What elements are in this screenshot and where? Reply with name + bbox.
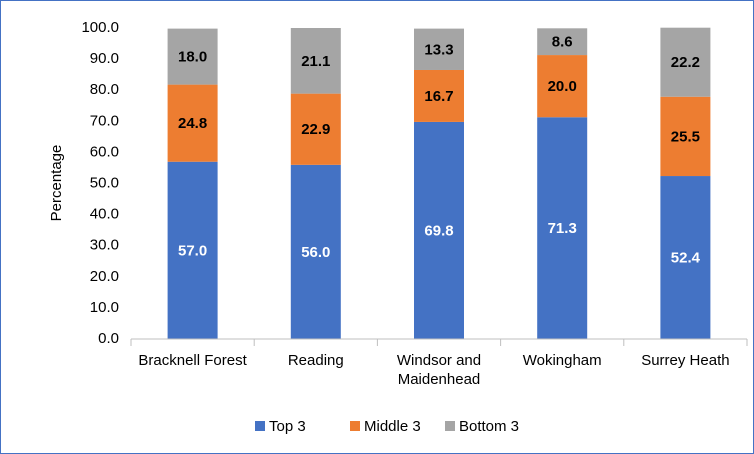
bar-segment [167, 161, 218, 339]
data-label: 24.8 [178, 115, 207, 132]
y-tick-label: 40.0 [90, 206, 119, 223]
bar-segment [537, 28, 588, 56]
data-label: 20.0 [548, 78, 577, 95]
data-label: 71.3 [548, 220, 577, 237]
x-tick-label: Bracknell Forest [138, 352, 247, 369]
data-label: 16.7 [424, 88, 453, 105]
bar-segment [660, 27, 711, 97]
legend-swatch [445, 421, 455, 431]
y-tick-label: 100.0 [81, 19, 119, 36]
x-tick-label: Reading [287, 352, 344, 369]
legend-label: Middle 3 [364, 418, 421, 435]
bar-segment [290, 93, 341, 165]
y-tick-label: 90.0 [90, 50, 119, 67]
bar-segment [167, 28, 218, 85]
y-tick-label: 20.0 [90, 268, 119, 285]
data-label: 57.0 [178, 242, 207, 259]
y-tick-label: 80.0 [90, 81, 119, 98]
bar-segment [537, 55, 588, 118]
y-tick-label: 10.0 [90, 299, 119, 316]
data-label: 52.4 [671, 249, 701, 266]
bar-segment [290, 164, 341, 339]
data-label: 22.2 [671, 54, 700, 71]
data-label: 13.3 [424, 41, 453, 58]
data-label: 25.5 [671, 128, 700, 145]
y-tick-label: 0.0 [98, 330, 119, 347]
data-label: 69.8 [424, 222, 453, 239]
bar-segment [290, 28, 341, 94]
x-tick-label: Surrey Heath [641, 352, 730, 369]
bar-segment [414, 69, 464, 122]
bar-segment [660, 96, 711, 177]
data-label: 18.0 [178, 49, 207, 66]
bar-segment [537, 117, 588, 339]
bar-segment [414, 121, 464, 339]
x-tick-label: Windsor and Maidenhead [396, 352, 482, 388]
x-tick-label: Wokingham [522, 352, 602, 369]
y-tick-label: 70.0 [90, 112, 119, 129]
y-tick-label: 60.0 [90, 143, 119, 160]
bar-segment [167, 84, 218, 162]
data-label: 22.9 [301, 121, 330, 138]
bar-segment [660, 176, 711, 339]
y-tick-label: 50.0 [90, 174, 119, 191]
legend-swatch [255, 421, 265, 431]
legend-swatch [350, 421, 360, 431]
data-label: 56.0 [301, 244, 330, 261]
bar-segment [414, 28, 464, 70]
y-axis-label: Percentage [48, 145, 65, 222]
data-label: 8.6 [552, 34, 573, 51]
y-tick-label: 30.0 [90, 237, 119, 254]
legend-label: Top 3 [269, 418, 306, 435]
data-label: 21.1 [301, 53, 330, 70]
legend-label: Bottom 3 [459, 418, 519, 435]
